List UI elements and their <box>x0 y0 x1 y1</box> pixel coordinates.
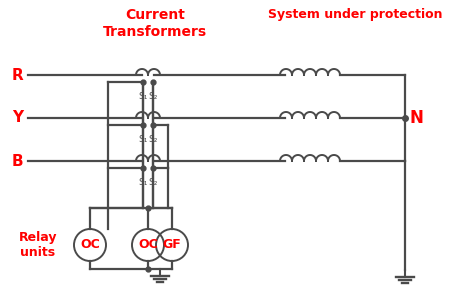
Text: S₂: S₂ <box>148 92 158 101</box>
Text: System under protection: System under protection <box>268 8 442 21</box>
Text: Relay
units: Relay units <box>19 231 57 259</box>
Text: OC: OC <box>138 238 158 251</box>
Text: Y: Y <box>12 111 23 126</box>
Text: R: R <box>12 67 24 82</box>
Text: B: B <box>12 154 24 168</box>
Text: N: N <box>410 109 424 127</box>
Text: Current
Transformers: Current Transformers <box>103 8 207 39</box>
Text: OC: OC <box>80 238 100 251</box>
Text: S₂: S₂ <box>148 178 158 187</box>
Text: GF: GF <box>163 238 182 251</box>
Text: S₁: S₁ <box>138 178 148 187</box>
Text: S₂: S₂ <box>148 135 158 144</box>
Text: S₁: S₁ <box>138 92 148 101</box>
Text: S₁: S₁ <box>138 135 148 144</box>
